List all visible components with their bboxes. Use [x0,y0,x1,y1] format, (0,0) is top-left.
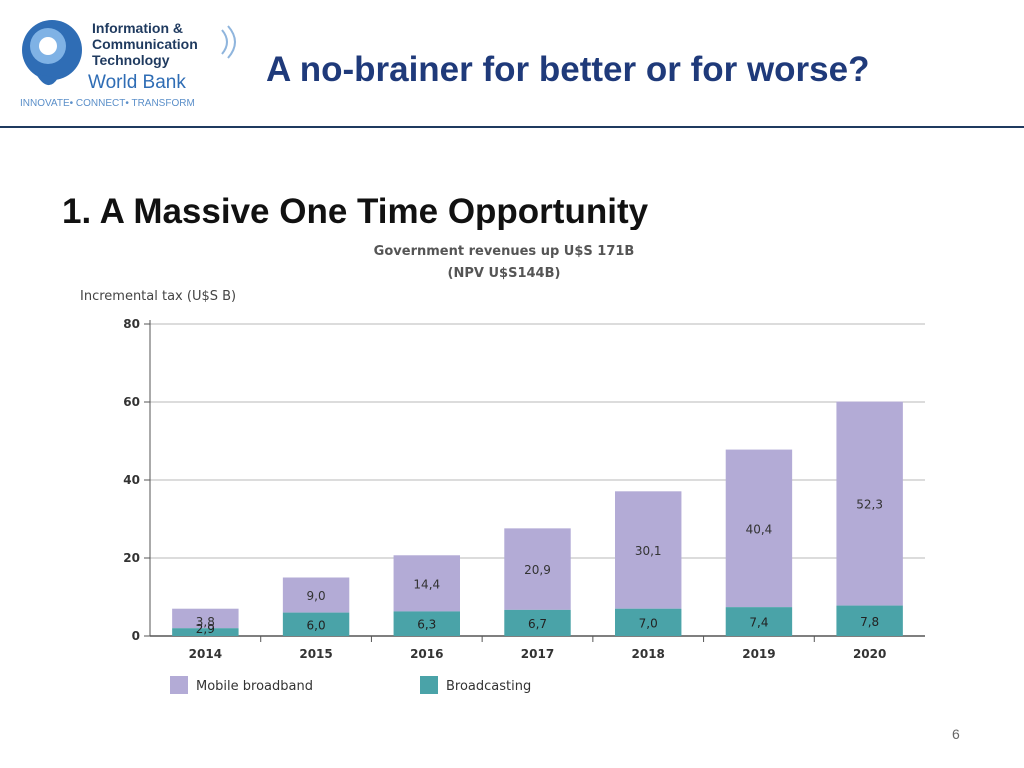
bar-broadcasting [725,607,793,636]
data-label-broadcasting: 7,4 [749,616,768,630]
chart-svg: Government revenues up U$S 171B (NPV U$S… [80,244,925,694]
logo-tagline: INNOVATE• CONNECT• TRANSFORM [20,98,195,109]
globe-swirl-icon [22,20,82,86]
bar-mobile-broadband [172,608,239,629]
bar-broadcasting [172,628,239,636]
data-label-broadcasting: 6,7 [528,617,547,631]
y-axis-label: Incremental tax (U$S B) [80,289,236,304]
x-tick-label: 2016 [410,647,443,661]
y-tick-label: 20 [123,551,140,565]
bar-mobile-broadband [393,555,460,612]
bar-mobile-broadband [615,491,682,609]
section-heading: 1. A Massive One Time Opportunity [62,192,649,230]
data-label-broadcasting: 2,9 [196,622,215,636]
chart-subtitle: (NPV U$S144B) [448,266,561,281]
data-label-broadcasting: 6,3 [417,618,436,632]
x-tick-label: 2020 [853,647,886,661]
slide-title: A no-brainer for better or for worse? [266,50,870,89]
data-label-mobile-broadband: 14,4 [413,577,440,591]
data-label-mobile-broadband: 40,4 [746,522,773,536]
data-label-broadcasting: 7,0 [639,616,658,630]
data-label-mobile-broadband: 52,3 [856,498,883,512]
x-tick-label: 2017 [521,647,554,661]
page-number: 6 [952,726,960,742]
bar-broadcasting [282,612,350,636]
data-label-mobile-broadband: 20,9 [524,563,551,577]
x-tick-label: 2018 [632,647,665,661]
x-tick-label: 2015 [299,647,332,661]
y-tick-label: 40 [123,473,140,487]
logo-line-3: Technology [92,52,170,68]
y-tick-label: 80 [123,317,140,331]
legend-label-mobile-broadband: Mobile broadband [196,679,313,694]
legend-label-broadcasting: Broadcasting [446,679,531,694]
bar-broadcasting [504,609,571,636]
x-tick-label: 2019 [742,647,775,661]
bar-broadcasting [836,605,903,636]
bar-mobile-broadband [282,577,350,613]
logo-line-1: Information & [92,20,183,36]
data-label-mobile-broadband: 3,8 [196,615,215,629]
stacked-bar-chart: Government revenues up U$S 171B (NPV U$S… [70,236,950,706]
signal-waves-icon [221,25,236,59]
bar-mobile-broadband [725,449,793,608]
x-tick-label: 2014 [189,647,222,661]
data-label-mobile-broadband: 30,1 [635,544,662,558]
legend-swatch-broadcasting [420,676,438,694]
data-label-broadcasting: 6,0 [307,618,326,632]
bar-mobile-broadband [504,528,571,610]
logo-line-2: Communication [92,36,198,52]
title-divider [0,126,1024,128]
world-bank-ict-logo: Information & Communication Technology W… [18,14,248,114]
data-label-broadcasting: 7,8 [860,615,879,629]
y-tick-label: 60 [123,395,140,409]
legend-swatch-mobile-broadband [170,676,188,694]
bar-mobile-broadband [836,401,903,606]
data-label-mobile-broadband: 9,0 [307,589,326,603]
logo-world-bank: World Bank [88,72,186,93]
bar-broadcasting [393,611,460,636]
y-tick-label: 0 [132,629,140,643]
bar-broadcasting [615,608,682,636]
chart-title: Government revenues up U$S 171B [374,244,635,259]
